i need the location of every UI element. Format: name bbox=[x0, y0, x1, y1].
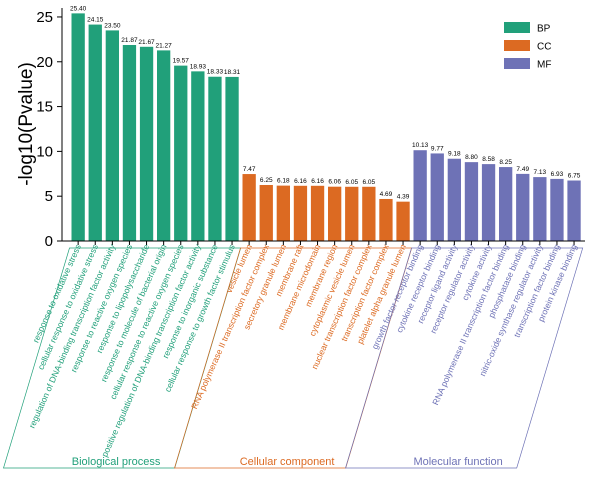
bar-value-label: 7.13 bbox=[534, 169, 547, 176]
legend-label: CC bbox=[537, 42, 551, 53]
y-axis-label: -log10(Pvalue) bbox=[16, 62, 37, 186]
bar-value-label: 21.67 bbox=[138, 39, 155, 46]
group-brackets-layer: Biological process Cellular component Mole… bbox=[3, 247, 584, 469]
bar bbox=[174, 65, 188, 241]
bar-value-label: 6.93 bbox=[551, 171, 564, 178]
bar-value-label: 6.05 bbox=[363, 179, 376, 186]
y-tick-label: 25 bbox=[36, 9, 53, 26]
bar bbox=[157, 50, 171, 241]
bar-value-label: 6.05 bbox=[345, 179, 358, 186]
legend-swatch bbox=[504, 40, 530, 51]
bar bbox=[430, 153, 444, 241]
legend: BP CC MF bbox=[504, 22, 551, 71]
bar-value-label: 6.75 bbox=[568, 173, 581, 180]
bar-value-label: 9.18 bbox=[448, 151, 461, 158]
y-tick-label: 0 bbox=[45, 233, 53, 250]
bar bbox=[259, 184, 273, 241]
bar-value-label: 18.33 bbox=[207, 69, 224, 76]
y-tick-label: 10 bbox=[36, 143, 53, 160]
bar bbox=[396, 201, 410, 241]
bar bbox=[88, 24, 102, 242]
bar bbox=[481, 164, 496, 241]
legend-label: MF bbox=[537, 60, 551, 71]
legend-swatch bbox=[504, 22, 530, 33]
bar-value-label: 24.15 bbox=[87, 17, 104, 24]
legend-swatch bbox=[504, 58, 530, 69]
bar-value-label: 6.25 bbox=[260, 177, 273, 184]
bar bbox=[362, 186, 376, 241]
bar bbox=[191, 71, 205, 241]
bar bbox=[413, 150, 427, 241]
bar-value-label: 6.16 bbox=[294, 178, 307, 185]
bar-value-label: 6.06 bbox=[328, 179, 341, 186]
bar-value-label: 7.47 bbox=[243, 166, 256, 173]
bar bbox=[105, 30, 119, 242]
axes-layer: -log10(Pvalue) bbox=[16, 8, 585, 242]
group-label: Biological process bbox=[72, 456, 161, 468]
bar-value-label: 6.18 bbox=[277, 178, 290, 185]
bar bbox=[464, 162, 479, 241]
bar bbox=[567, 180, 581, 241]
bar-value-label: 18.93 bbox=[190, 63, 207, 70]
bar-value-label: 18.31 bbox=[224, 69, 241, 76]
group-label: Cellular component bbox=[240, 456, 335, 468]
bar-value-label: 7.49 bbox=[516, 166, 529, 173]
bar bbox=[71, 13, 85, 241]
bar bbox=[276, 185, 290, 241]
bar bbox=[533, 177, 547, 241]
bar-value-label: 21.87 bbox=[121, 37, 138, 44]
bar bbox=[122, 45, 137, 241]
bar bbox=[225, 76, 239, 241]
bar bbox=[345, 186, 359, 241]
bar-value-label: 8.80 bbox=[465, 154, 478, 161]
bar-value-label: 25.40 bbox=[70, 5, 87, 12]
bar bbox=[310, 185, 325, 241]
bar-value-label: 8.25 bbox=[499, 159, 512, 166]
y-tick-label: 20 bbox=[36, 54, 53, 71]
bar bbox=[550, 178, 564, 241]
bar-value-label: 21.27 bbox=[156, 42, 173, 49]
y-tick-label: 15 bbox=[36, 99, 53, 116]
bar bbox=[293, 185, 308, 241]
bar-value-label: 10.13 bbox=[412, 142, 429, 149]
bar bbox=[379, 198, 393, 241]
bar bbox=[447, 158, 461, 241]
y-tick-label: 5 bbox=[45, 188, 53, 205]
y-ticks-layer: 0 5 10 15 20 25 bbox=[36, 9, 575, 250]
bar bbox=[499, 167, 513, 241]
bars-layer bbox=[71, 13, 581, 242]
bar-value-label: 19.57 bbox=[173, 58, 190, 65]
bar-value-label: 4.39 bbox=[397, 194, 410, 201]
bar bbox=[242, 174, 256, 241]
legend-label: BP bbox=[537, 24, 551, 35]
bar bbox=[328, 186, 342, 241]
group-label: Molecular function bbox=[413, 456, 502, 468]
bar-value-label: 6.16 bbox=[311, 178, 324, 185]
bar-value-label: 9.77 bbox=[431, 145, 444, 152]
bar-value-label: 8.58 bbox=[482, 156, 495, 163]
bar bbox=[139, 46, 154, 241]
bar bbox=[516, 173, 530, 241]
bar-value-label: 4.69 bbox=[380, 191, 393, 198]
bar bbox=[208, 76, 222, 241]
group-bracket bbox=[345, 247, 584, 469]
bar-value-label: 23.50 bbox=[104, 22, 121, 29]
